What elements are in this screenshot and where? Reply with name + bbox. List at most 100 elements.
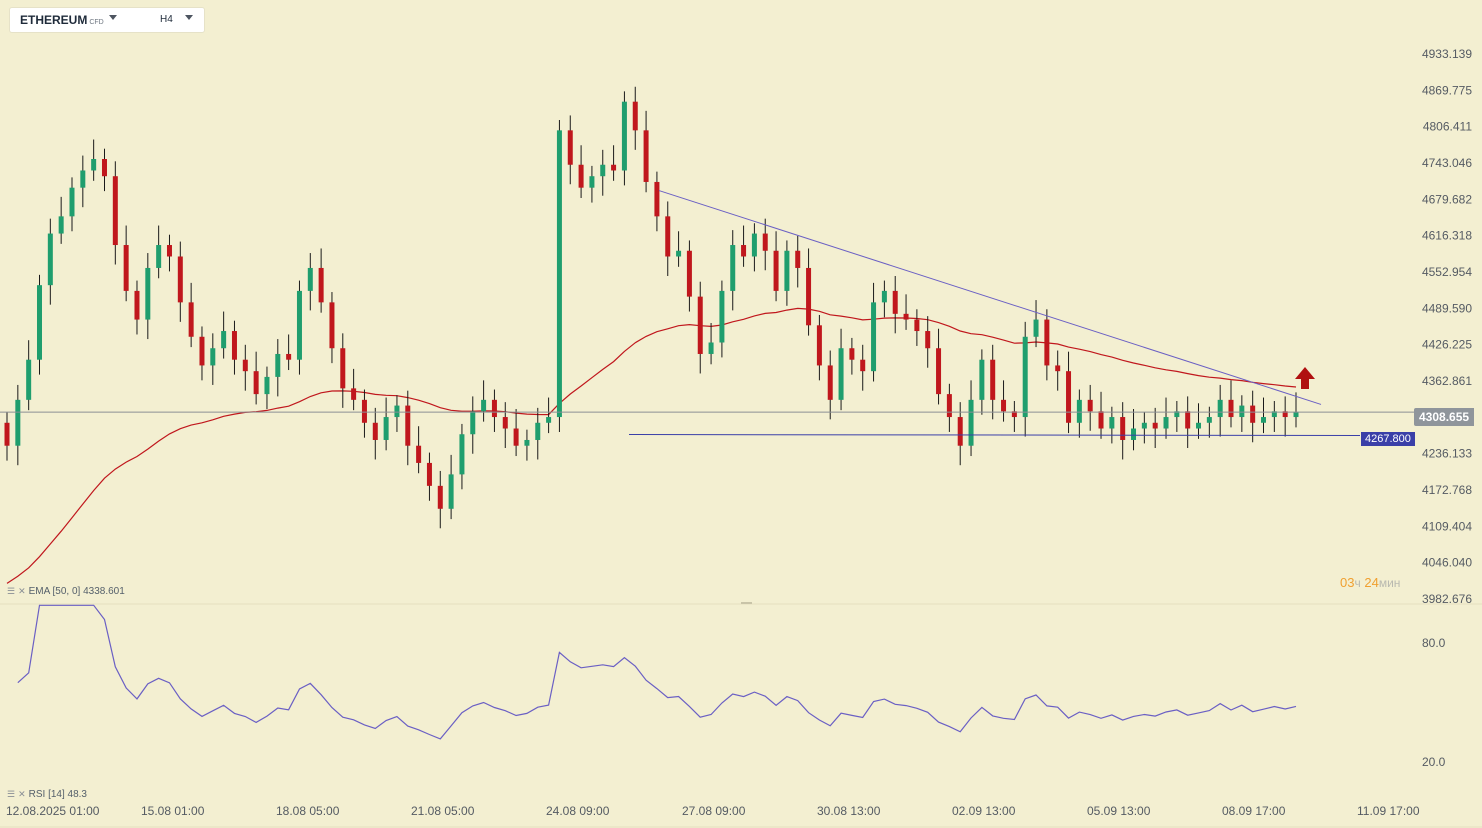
time-tick-label: 05.09 13:00: [1087, 804, 1151, 818]
close-icon[interactable]: ✕: [18, 586, 26, 596]
candle-body: [1131, 428, 1137, 440]
candle-body: [318, 267, 324, 303]
candle-body: [600, 164, 606, 177]
candle-body: [871, 302, 877, 372]
candle-body: [459, 434, 465, 475]
candles: [4, 86, 1299, 529]
candle-body: [329, 302, 335, 349]
candle-body: [264, 376, 270, 395]
timer-hours-unit: ч: [1354, 576, 1361, 590]
candle-body: [1152, 422, 1158, 429]
candle-body: [1087, 399, 1093, 412]
symbol-dropdown-icon[interactable]: [109, 15, 117, 20]
close-icon[interactable]: ✕: [18, 789, 26, 799]
candle-body: [426, 462, 432, 486]
candle-body: [925, 331, 931, 349]
timeframe-dropdown-icon[interactable]: [185, 15, 193, 20]
price-tick-label: 4236.133: [1422, 447, 1472, 461]
rsi-panel: 80.0 20.0: [17, 604, 1446, 769]
current-price-badge: 4308.655: [1414, 408, 1475, 426]
time-tick-label: 15.08 01:00: [141, 804, 205, 818]
ema-indicator-label[interactable]: ☰ ✕ EMA [50, 0] 4338.601: [7, 586, 125, 597]
candle-body: [1239, 405, 1245, 418]
candle-body: [892, 290, 898, 314]
candle-body: [1141, 422, 1147, 429]
candle-body: [1196, 422, 1202, 429]
price-tick-label: 4489.590: [1422, 301, 1472, 315]
time-tick-label: 24.08 09:00: [546, 804, 610, 818]
candle-body: [1022, 336, 1028, 418]
candle-body: [1055, 365, 1061, 372]
candle-body: [946, 394, 952, 418]
drawn-lines: [0, 190, 1414, 437]
candle-body: [372, 422, 378, 440]
candle-body: [156, 245, 162, 268]
price-tick-label: 4869.775: [1422, 83, 1472, 97]
price-tick-label: 4109.404: [1422, 519, 1472, 533]
candle-body: [1261, 417, 1267, 423]
settings-icon[interactable]: ☰: [7, 586, 16, 596]
ema-label-text: EMA [50, 0] 4338.601: [28, 586, 125, 597]
candle-body: [1001, 399, 1007, 412]
panel-resize-handle: [741, 602, 752, 604]
candle-body: [773, 250, 779, 291]
candle-body: [665, 216, 671, 257]
time-tick-label: 11.09 17:00: [1357, 804, 1420, 818]
time-tick-label: 08.09 17:00: [1222, 804, 1286, 818]
price-tick-label: 4426.225: [1422, 338, 1472, 352]
timeframe-selector[interactable]: H4: [160, 14, 173, 25]
candle-body: [1066, 371, 1072, 423]
candle-body: [351, 388, 357, 400]
candle-body: [1163, 417, 1169, 429]
price-tick-label: 3982.676: [1422, 592, 1472, 606]
candle-body: [936, 348, 942, 395]
time-tick-label: 02.09 13:00: [952, 804, 1016, 818]
candle-body: [838, 348, 844, 400]
candle-body: [199, 336, 205, 366]
candle-body: [741, 245, 747, 257]
time-tick-label: 18.08 05:00: [276, 804, 340, 818]
candle-body: [816, 325, 822, 366]
candle-body: [957, 417, 963, 446]
candle-body: [1282, 411, 1288, 418]
support-level-badge[interactable]: 4267.800: [1361, 432, 1415, 446]
time-tick-label: 12.08.2025 01:00: [6, 804, 100, 818]
candle-body: [416, 445, 422, 463]
candle-body: [188, 302, 194, 337]
candle-body: [231, 331, 237, 360]
rsi-indicator-label[interactable]: ☰ ✕ RSI [14] 48.3: [7, 789, 87, 800]
candle-body: [784, 250, 790, 291]
candle-body: [849, 348, 855, 360]
timer-minutes: 24: [1364, 575, 1379, 590]
candle-body: [26, 359, 32, 400]
price-tick-label: 4806.411: [1423, 120, 1472, 134]
symbol-name[interactable]: ETHEREUM CFD: [20, 13, 104, 27]
rsi-level-label: 80.0: [1422, 636, 1446, 650]
candle-body: [448, 474, 454, 509]
candle-body: [101, 159, 107, 177]
up-arrow-icon: [1295, 367, 1315, 389]
timer-hours: 03: [1340, 575, 1355, 590]
candle-body: [481, 399, 487, 412]
settings-icon[interactable]: ☰: [7, 789, 16, 799]
price-tick-label: 4679.682: [1422, 192, 1472, 206]
ema-line: [6, 307, 1297, 584]
candle-body: [654, 181, 660, 217]
time-axis: 12.08.2025 01:00 15.08 01:00 18.08 05:00 21…: [6, 804, 1420, 818]
price-tick-label: 4933.139: [1422, 47, 1472, 61]
candle-body: [47, 233, 53, 286]
candle-body: [513, 428, 519, 446]
candle-body: [502, 417, 508, 429]
candle-body: [1033, 319, 1039, 337]
candle-body: [221, 331, 227, 349]
time-tick-label: 30.08 13:00: [817, 804, 881, 818]
candle-body: [145, 267, 151, 320]
symbol-suffix: CFD: [89, 19, 104, 26]
candle-body: [990, 359, 996, 400]
support-line: [628, 434, 1361, 437]
candle-body: [827, 365, 833, 400]
rsi-path: [17, 604, 1297, 740]
candle-body: [1174, 411, 1180, 418]
time-tick-label: 21.08 05:00: [411, 804, 475, 818]
